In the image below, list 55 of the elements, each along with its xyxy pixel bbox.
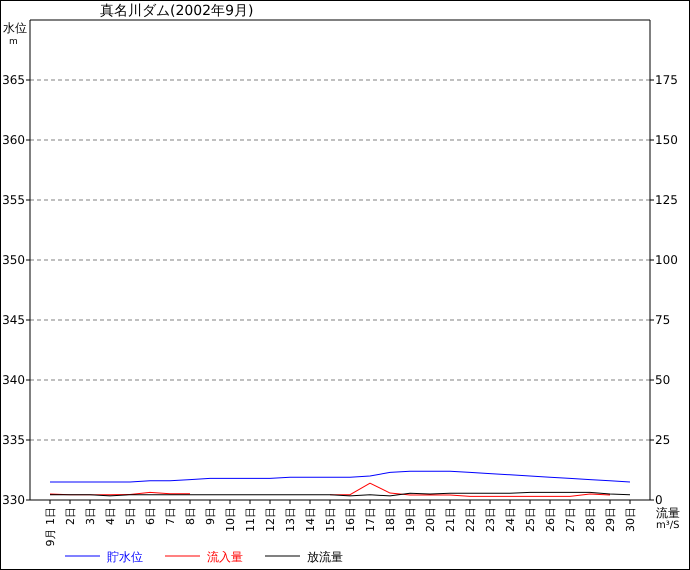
legend-label: 流入量	[207, 550, 243, 564]
x-tick-label: 10日	[224, 507, 237, 532]
y2-tick-label: 75	[655, 313, 670, 327]
x-tick-label: 9日	[204, 507, 217, 525]
x-tick-label: 21日	[444, 507, 457, 532]
x-tick-label: 11日	[244, 507, 257, 532]
x-tick-label: 17日	[364, 507, 377, 532]
y-tick-label: 365	[2, 73, 25, 87]
x-tick-label: 9月 1日	[44, 507, 57, 546]
x-tick-label: 2日	[64, 507, 77, 525]
x-tick-label: 20日	[424, 507, 437, 532]
x-tick-label: 7日	[164, 507, 177, 525]
x-tick-label: 19日	[404, 507, 417, 532]
x-tick-label: 23日	[484, 507, 497, 532]
x-tick-label: 14日	[304, 507, 317, 532]
x-tick-label: 28日	[584, 507, 597, 532]
x-tick-label: 3日	[84, 507, 97, 525]
x-tick-label: 25日	[524, 507, 537, 532]
line-series	[50, 470, 630, 482]
y-tick-label: 350	[2, 253, 25, 267]
x-tick-label: 29日	[604, 507, 617, 532]
x-tick-label: 4日	[104, 507, 117, 525]
x-tick-label: 12日	[264, 507, 277, 532]
x-tick-label: 13日	[284, 507, 297, 532]
x-tick-label: 18日	[384, 507, 397, 532]
y2-tick-label: 50	[655, 373, 670, 387]
chart-title: 真名川ダム(2002年9月)	[100, 3, 254, 19]
x-tick-label: 5日	[124, 507, 137, 525]
x-tick-label: 6日	[144, 507, 157, 525]
x-tick-label: 26日	[544, 507, 557, 532]
y2-tick-label: 0	[655, 493, 663, 507]
x-tick-label: 22日	[464, 507, 477, 532]
y-tick-label: 335	[2, 433, 25, 447]
y2-tick-label: 125	[655, 193, 678, 207]
x-tick-label: 16日	[344, 507, 357, 532]
y-tick-label: 345	[2, 313, 25, 327]
x-tick-label: 24日	[504, 507, 517, 532]
x-tick-label: 27日	[564, 507, 577, 532]
y2-tick-label: 175	[655, 73, 678, 87]
y-tick-label: 330	[2, 493, 25, 507]
y2-axis-title: 流量	[656, 506, 680, 520]
y-tick-label: 355	[2, 193, 25, 207]
legend-label: 放流量	[307, 550, 343, 564]
y2-tick-label: 150	[655, 133, 678, 147]
x-tick-label: 30日	[624, 507, 637, 532]
y2-tick-label: 100	[655, 253, 678, 267]
x-tick-label: 8日	[184, 507, 197, 525]
y2-tick-label: 25	[655, 433, 670, 447]
x-tick-label: 15日	[324, 507, 337, 532]
text: m³/S	[656, 520, 680, 531]
text: m	[9, 37, 18, 47]
y-axis-title: 水位	[3, 21, 27, 35]
legend-label: 貯水位	[107, 550, 143, 564]
y-tick-label: 360	[2, 133, 25, 147]
y-tick-label: 340	[2, 373, 25, 387]
